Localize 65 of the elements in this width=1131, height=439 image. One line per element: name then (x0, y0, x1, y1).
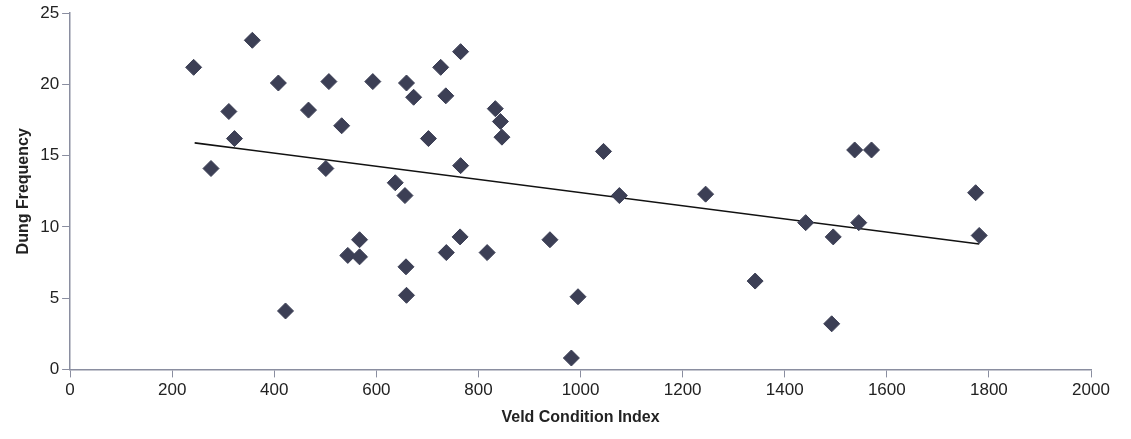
x-tick-label: 1200 (663, 380, 702, 400)
point (452, 157, 470, 175)
y-tick-label: 20 (40, 74, 60, 94)
x-tick-label: 1000 (561, 380, 600, 400)
point (437, 244, 455, 262)
point (824, 228, 842, 246)
x-tick-label: 0 (65, 380, 75, 400)
point (437, 87, 455, 105)
point (491, 112, 509, 130)
point (351, 231, 369, 249)
point (541, 231, 559, 249)
point (243, 31, 261, 49)
x-tick-label: 2000 (1072, 380, 1110, 400)
point (746, 272, 764, 290)
point (333, 117, 351, 135)
point (397, 286, 415, 304)
point (397, 74, 415, 92)
point (797, 214, 815, 232)
point (569, 288, 587, 306)
x-tick-label: 1600 (867, 380, 906, 400)
point (299, 101, 317, 119)
y-axis-title: Dung Frequency (14, 128, 32, 255)
y-tick-label: 10 (40, 216, 60, 236)
point (317, 160, 335, 177)
point (225, 130, 243, 148)
point (562, 349, 580, 367)
point (967, 184, 985, 202)
point (320, 73, 338, 91)
y-tick-label: 0 (49, 359, 60, 379)
x-tick-label: 600 (362, 380, 391, 400)
point (419, 130, 437, 148)
point (493, 128, 511, 146)
point (432, 58, 450, 76)
y-tick-label: 15 (40, 145, 60, 165)
point (185, 58, 203, 76)
point (486, 100, 504, 118)
point (405, 88, 423, 106)
point (269, 74, 287, 92)
point (220, 103, 238, 121)
point (397, 258, 415, 276)
point (478, 244, 496, 262)
point (850, 214, 868, 232)
y-tick-label: 5 (49, 287, 60, 307)
point (863, 141, 881, 159)
point (386, 174, 404, 192)
point (610, 187, 628, 205)
point (823, 315, 841, 333)
x-tick-label: 200 (158, 380, 187, 400)
point (697, 185, 715, 203)
point (970, 226, 988, 244)
x-tick-label: 400 (260, 380, 289, 400)
point (202, 160, 220, 177)
x-tick-label: 1400 (765, 380, 804, 400)
point (396, 187, 414, 205)
point (846, 141, 864, 159)
x-axis-title: Veld Condition Index (501, 407, 660, 425)
point (451, 228, 469, 246)
point (364, 73, 382, 91)
point (595, 142, 613, 160)
point (351, 248, 369, 266)
point (277, 302, 295, 320)
x-tick-label: 800 (464, 380, 493, 400)
x-tick-label: 1800 (970, 380, 1008, 400)
y-tick-label: 25 (40, 2, 60, 22)
point (452, 43, 470, 61)
